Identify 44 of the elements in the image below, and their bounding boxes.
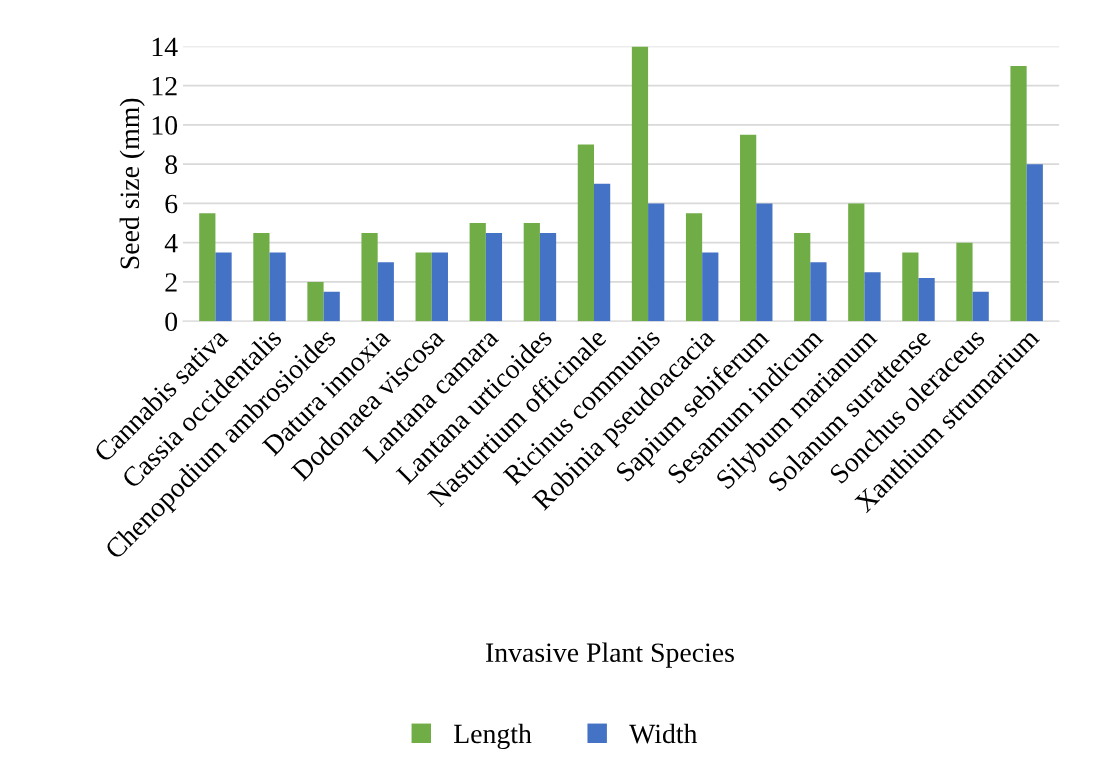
bar xyxy=(685,213,703,322)
y-tick-label: 2 xyxy=(165,273,177,292)
bar xyxy=(377,262,394,322)
legend-label: Length xyxy=(454,723,532,749)
bar xyxy=(631,46,649,322)
bar xyxy=(361,232,378,322)
bar xyxy=(972,291,989,322)
bar xyxy=(253,232,270,322)
bar xyxy=(1010,66,1027,322)
y-tick-label: 8 xyxy=(165,155,178,175)
bar xyxy=(307,281,324,322)
bar xyxy=(956,242,973,322)
y-tick-label: 10 xyxy=(152,116,178,135)
bar xyxy=(323,291,340,322)
bar xyxy=(539,232,557,322)
bar xyxy=(415,252,432,322)
bar xyxy=(199,213,216,322)
x-axis-title: Invasive Plant Species xyxy=(485,642,734,668)
bar xyxy=(902,252,919,322)
bar xyxy=(269,252,286,322)
y-tick-label: 4 xyxy=(164,234,178,253)
bar xyxy=(485,232,503,322)
bar xyxy=(794,232,811,322)
bar xyxy=(594,183,611,322)
bar xyxy=(810,262,827,322)
bar xyxy=(215,252,232,322)
bar xyxy=(740,134,757,322)
bar xyxy=(577,144,594,322)
bar xyxy=(918,278,935,322)
bar xyxy=(648,203,665,322)
y-tick-label: 14 xyxy=(152,37,178,57)
legend-label: Width xyxy=(629,723,698,744)
y-axis-title: Seed size (mm) xyxy=(119,98,145,269)
y-tick-label: 0 xyxy=(165,312,178,332)
bar xyxy=(523,223,540,322)
bar xyxy=(702,252,719,322)
bar xyxy=(1026,164,1043,322)
bar xyxy=(848,203,865,322)
y-tick-label: 6 xyxy=(165,194,178,214)
bar xyxy=(864,272,881,322)
bar xyxy=(756,203,773,322)
bar xyxy=(431,252,448,322)
y-tick-label: 12 xyxy=(152,76,177,96)
bar xyxy=(469,223,486,322)
